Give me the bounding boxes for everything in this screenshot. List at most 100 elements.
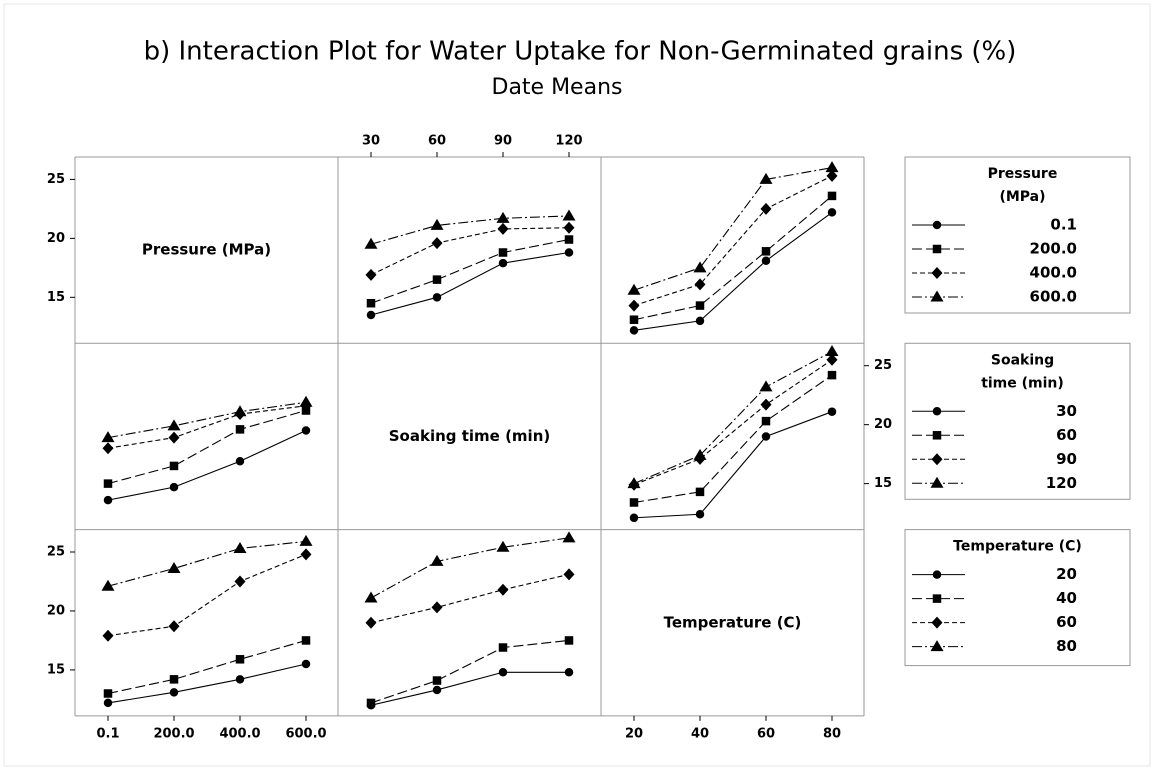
x-tick-label: 30 <box>362 134 380 149</box>
trace-line <box>107 553 307 637</box>
marker <box>931 267 943 279</box>
trace-line <box>107 540 307 587</box>
marker <box>826 169 838 182</box>
x-tick-label: 40 <box>691 726 709 741</box>
marker <box>827 191 837 201</box>
marker <box>168 431 180 444</box>
marker <box>235 456 245 466</box>
x-tick-label: 60 <box>428 134 446 149</box>
marker <box>102 629 114 642</box>
marker <box>825 161 839 173</box>
marker <box>759 380 773 392</box>
marker <box>301 659 311 669</box>
marker <box>931 616 943 629</box>
legend-title: Pressure <box>988 166 1058 182</box>
x-tick-label: 20 <box>625 726 643 741</box>
marker <box>498 248 508 257</box>
x-tick-label: 90 <box>494 134 512 149</box>
marker <box>693 448 707 460</box>
legend-label: 120 <box>1046 474 1077 492</box>
marker <box>301 426 311 435</box>
marker <box>564 668 574 677</box>
y-tick-label: 25 <box>47 545 65 560</box>
trace-line <box>633 195 833 321</box>
legend-label: 400.0 <box>1030 264 1077 282</box>
marker <box>827 208 837 217</box>
marker <box>693 261 707 273</box>
legend-label: 90 <box>1056 450 1077 468</box>
marker <box>563 568 575 581</box>
marker <box>167 419 181 431</box>
marker <box>562 531 576 543</box>
marker <box>233 405 247 417</box>
marker <box>931 453 943 466</box>
x-tick-label: 600.0 <box>285 726 326 741</box>
legend-title: Temperature (C) <box>953 539 1082 555</box>
marker <box>695 510 705 519</box>
trace-line <box>107 639 307 695</box>
trace-line <box>107 409 307 485</box>
marker <box>430 554 444 566</box>
trace-line <box>633 351 833 485</box>
marker <box>497 583 509 596</box>
marker <box>103 698 113 708</box>
legend-title: time (min) <box>981 375 1064 391</box>
marker <box>366 298 376 308</box>
marker <box>102 442 114 455</box>
marker <box>366 310 376 320</box>
marker <box>759 172 773 184</box>
legend-label: 60 <box>1056 613 1077 631</box>
marker <box>301 636 311 645</box>
frame <box>3 3 1151 767</box>
trace-line <box>633 211 833 331</box>
marker <box>760 202 772 215</box>
marker <box>169 675 179 684</box>
marker <box>826 353 838 366</box>
marker <box>497 222 509 235</box>
marker <box>299 395 313 407</box>
legend-box <box>904 342 1131 500</box>
legend-label: 80 <box>1056 637 1077 655</box>
trace-line <box>370 671 569 706</box>
marker <box>101 579 115 591</box>
marker <box>496 540 510 552</box>
marker <box>101 431 115 443</box>
y-tick-label: 20 <box>47 231 65 246</box>
marker <box>932 244 942 254</box>
marker <box>932 431 942 440</box>
marker <box>169 461 179 471</box>
x-tick-label: 80 <box>823 726 841 741</box>
marker <box>235 655 245 664</box>
legend-box <box>904 529 1131 667</box>
marker <box>761 432 771 441</box>
legend-label: 60 <box>1056 426 1077 444</box>
marker <box>564 636 574 645</box>
legend-box <box>904 156 1131 314</box>
trace-line <box>107 405 307 449</box>
marker <box>562 209 576 221</box>
marker <box>169 482 179 492</box>
marker <box>432 685 442 695</box>
marker <box>103 495 113 505</box>
trace-line <box>370 639 570 704</box>
trace-line <box>370 227 570 276</box>
trace-line <box>633 411 833 519</box>
trace-line <box>107 430 307 501</box>
marker <box>760 398 772 411</box>
marker <box>827 407 837 416</box>
trace-line <box>633 167 833 291</box>
marker <box>930 476 944 488</box>
marker <box>695 487 705 497</box>
marker <box>103 479 113 488</box>
marker <box>930 290 944 302</box>
marker <box>932 570 942 579</box>
marker <box>364 237 378 249</box>
marker <box>930 640 944 652</box>
legend-title: (MPa) <box>999 189 1045 205</box>
marker <box>365 268 377 281</box>
marker <box>234 575 246 588</box>
diagonal-label: Soaking time (min) <box>389 427 550 445</box>
trace-line <box>370 238 570 304</box>
marker <box>498 643 508 652</box>
marker <box>564 248 574 257</box>
